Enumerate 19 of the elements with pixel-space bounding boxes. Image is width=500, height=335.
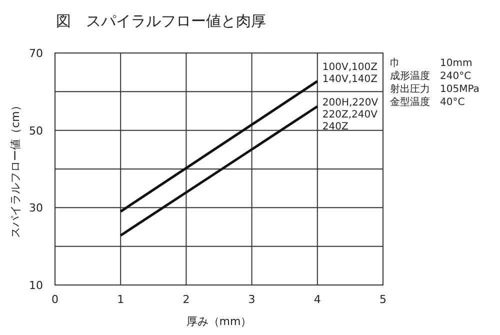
text: 射出圧力 105MPa (390, 83, 480, 95)
text: 金型温度 40°C (390, 96, 465, 108)
y-tick-label: 10 (29, 279, 43, 292)
x-tick-label: 3 (248, 293, 256, 306)
y-axis-title: スパイラルフロー値（cm） (8, 100, 22, 238)
y-tick-label: 50 (29, 124, 43, 138)
text: 成形温度 240°C (390, 70, 472, 82)
x-tick-label: 2 (182, 293, 190, 306)
chart-title: 図 スパイラルフロー値と肉厚 (56, 12, 266, 31)
text: 巾 10mm (390, 58, 472, 69)
x-tick-label: 5 (380, 293, 386, 306)
series-label: 100V,100Z 140V,140Z (322, 62, 378, 86)
series-label: 200H,220V 220Z,240V 240Z (322, 97, 378, 132)
x-tick-label: 4 (314, 293, 321, 306)
x-tick-label: 0 (52, 293, 58, 306)
y-tick-label: 70 (29, 47, 43, 60)
x-tick-label: 1 (117, 293, 124, 306)
y-tick-label: 30 (29, 202, 43, 215)
x-axis-title: 厚み（mm） (186, 315, 252, 328)
